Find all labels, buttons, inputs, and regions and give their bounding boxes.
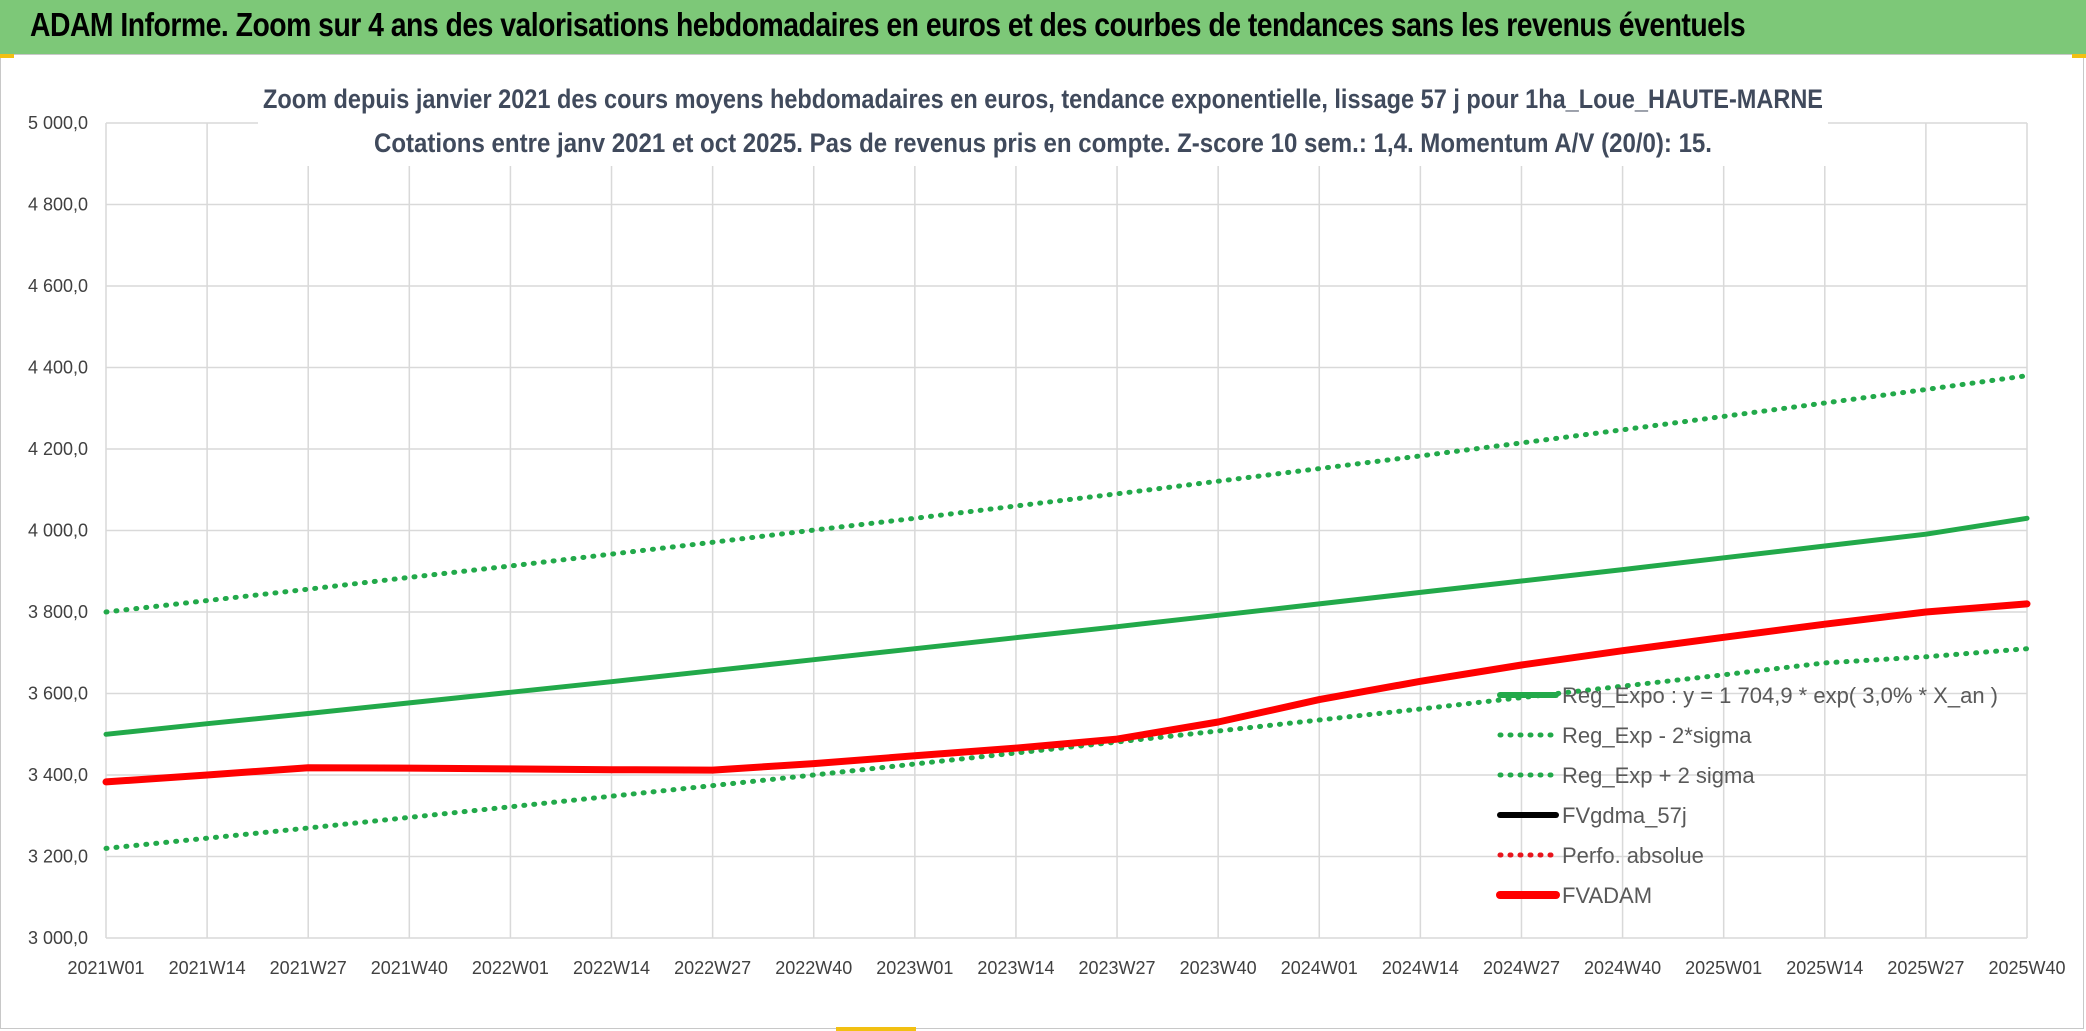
header-bar: ADAM Informe. Zoom sur 4 ans des valoris… xyxy=(0,0,2086,56)
y-tick-label: 3 800,0 xyxy=(28,602,88,622)
x-tick-label: 2021W14 xyxy=(169,958,246,978)
y-tick-label: 3 400,0 xyxy=(28,765,88,785)
y-tick-label: 4 200,0 xyxy=(28,439,88,459)
x-tick-label: 2025W01 xyxy=(1685,958,1762,978)
chart-title-line1: Zoom depuis janvier 2021 des cours moyen… xyxy=(263,84,1823,114)
x-tick-label: 2025W27 xyxy=(1887,958,1964,978)
legend-label: FVgdma_57j xyxy=(1562,803,1687,828)
x-tick-label: 2025W40 xyxy=(1988,958,2065,978)
y-tick-label: 3 600,0 xyxy=(28,684,88,704)
corner-mark-bottom xyxy=(836,1027,916,1031)
x-tick-label: 2022W14 xyxy=(573,958,650,978)
legend-label: Reg_Expo : y = 1 704,9 * exp( 3,0% * X_a… xyxy=(1562,683,1998,708)
legend-label: FVADAM xyxy=(1562,883,1652,908)
corner-mark-right xyxy=(2072,54,2086,58)
x-tick-label: 2022W40 xyxy=(775,958,852,978)
y-tick-label: 4 800,0 xyxy=(28,195,88,215)
y-tick-label: 4 400,0 xyxy=(28,358,88,378)
x-tick-label: 2022W27 xyxy=(674,958,751,978)
page-title: ADAM Informe. Zoom sur 4 ans des valoris… xyxy=(30,6,1746,43)
x-axis-ticks: 2021W01 2021W14 2021W27 2021W40 2022W01 2022W… xyxy=(67,958,2065,978)
legend-label: Reg_Exp - 2*sigma xyxy=(1562,723,1752,748)
chart-title-line2: Cotations entre janv 2021 et oct 2025. P… xyxy=(374,128,1712,158)
series-reg-exp-plus-2sigma xyxy=(103,373,2030,615)
x-tick-label: 2023W14 xyxy=(977,958,1054,978)
x-tick-label: 2021W01 xyxy=(67,958,144,978)
x-tick-label: 2023W27 xyxy=(1079,958,1156,978)
series-reg-expo xyxy=(103,515,2030,737)
x-tick-label: 2024W27 xyxy=(1483,958,1560,978)
y-tick-label: 4 600,0 xyxy=(28,276,88,296)
x-tick-label: 2023W01 xyxy=(876,958,953,978)
legend: Reg_Expo : y = 1 704,9 * exp( 3,0% * X_a… xyxy=(1496,683,1998,908)
legend-label: Perfo. absolue xyxy=(1562,843,1704,868)
grid xyxy=(105,122,2028,939)
series-reg-exp-minus-2sigma xyxy=(103,646,2030,851)
x-tick-label: 2024W01 xyxy=(1281,958,1358,978)
y-tick-label: 3 000,0 xyxy=(28,928,88,948)
x-tick-label: 2021W40 xyxy=(371,958,448,978)
corner-mark-left xyxy=(0,54,14,58)
y-tick-label: 5 000,0 xyxy=(28,113,88,133)
x-tick-label: 2025W14 xyxy=(1786,958,1863,978)
y-tick-label: 4 000,0 xyxy=(28,521,88,541)
chart-title-background xyxy=(258,74,1828,166)
x-tick-label: 2024W14 xyxy=(1382,958,1459,978)
series-fvadam xyxy=(102,600,2031,786)
x-tick-label: 2023W40 xyxy=(1180,958,1257,978)
legend-label: Reg_Exp + 2 sigma xyxy=(1562,763,1755,788)
series-group xyxy=(102,373,2031,851)
chart-frame xyxy=(0,54,2084,1029)
x-tick-label: 2021W27 xyxy=(270,958,347,978)
y-axis-ticks: 3 000,0 3 200,0 3 400,0 3 600,0 3 800,0 4 000… xyxy=(28,113,88,948)
x-tick-label: 2022W01 xyxy=(472,958,549,978)
x-tick-label: 2024W40 xyxy=(1584,958,1661,978)
y-tick-label: 3 200,0 xyxy=(28,847,88,867)
